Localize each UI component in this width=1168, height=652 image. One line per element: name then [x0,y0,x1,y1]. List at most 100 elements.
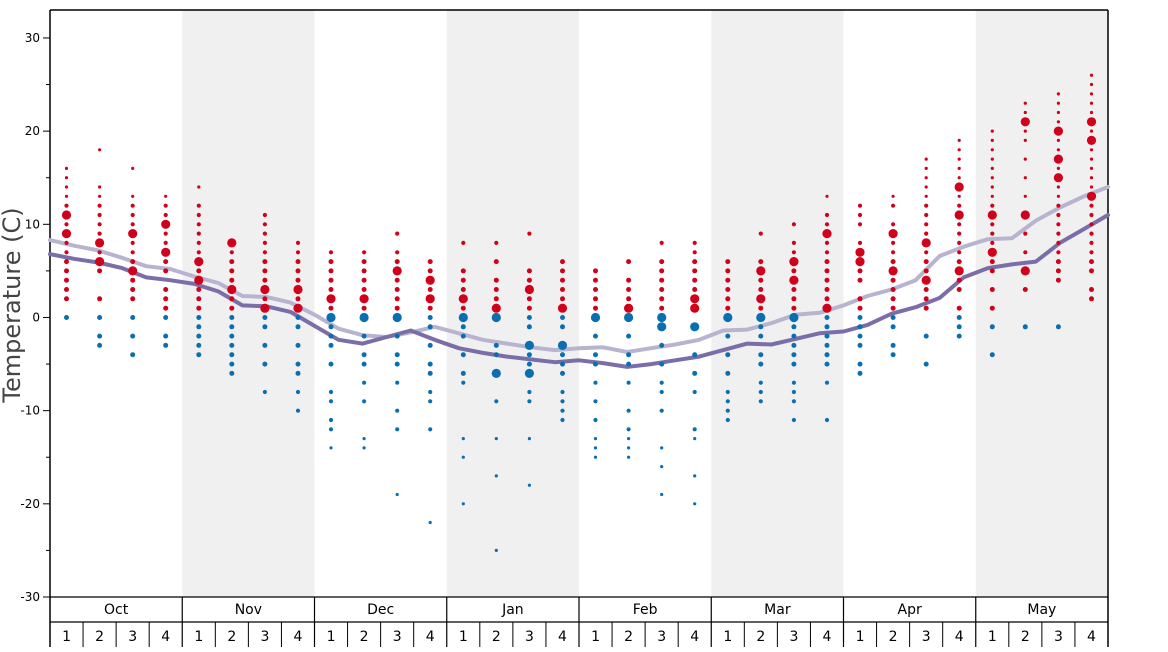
cold-dot [758,324,764,330]
warm-dot [1056,138,1060,142]
cold-dot [824,417,830,423]
warm-dot [857,240,863,245]
cold-dot [527,399,532,404]
warm-dot [460,305,466,311]
warm-dot [196,212,201,218]
warm-dot [1053,126,1063,136]
cold-dot [657,312,667,323]
cold-dot [758,399,763,404]
warm-dot [824,296,830,302]
month-band-may [975,10,1108,597]
warm-dot [789,275,799,285]
warm-dot [394,277,400,283]
warm-dot [890,287,896,292]
warm-dot [163,305,169,311]
cold-dot [791,380,797,385]
warm-dot [460,287,466,292]
cold-dot [626,408,631,413]
warm-dot [924,166,928,170]
warm-dot [427,268,433,274]
y-axis-label: Temperature (C) [0,207,26,403]
warm-dot [924,212,929,218]
warm-dot [262,222,267,227]
warm-dot [1056,185,1060,189]
cold-dot [524,340,535,350]
warm-dot [1089,82,1094,87]
warm-dot [163,296,169,302]
cold-dot [560,361,565,367]
warm-dot [957,138,961,142]
cold-dot [857,370,863,376]
cold-dot [989,352,995,358]
warm-dot [560,259,565,265]
cold-dot [494,437,498,441]
warm-dot [196,231,201,236]
cold-dot [824,324,830,330]
y-axis: -30 -20 -10 0 10 20 30 [20,9,1109,647]
warm-dot [163,240,168,245]
warm-dot [328,250,334,255]
cold-dot [329,446,333,450]
cold-dot [295,408,301,413]
cold-dot [428,399,433,404]
cold-dot [560,389,565,395]
warm-dot [1056,148,1060,152]
cold-dot [593,417,598,423]
month-label: Nov [235,602,262,618]
warm-dot [524,284,535,295]
cold-dot [857,342,863,348]
week-label: 1 [459,629,468,645]
warm-dot [924,185,928,189]
cold-dot [163,342,169,348]
warm-dot [824,287,830,292]
week-label: 2 [624,629,633,645]
cold-dot [956,324,962,330]
warm-dot [395,250,400,255]
cold-dot [791,361,797,367]
cold-dot [560,315,565,320]
warm-dot [923,305,929,311]
warm-dot [1089,110,1094,115]
warm-dot [328,277,334,283]
warm-dot [1056,92,1060,96]
cold-dot [458,312,468,323]
cold-dot [758,361,764,367]
warm-dot [923,287,929,292]
warm-dot [690,303,700,313]
cold-dot [328,342,334,348]
warm-dot [64,185,69,189]
warm-dot [64,268,69,274]
warm-dot [855,247,865,257]
warm-dot [64,250,69,255]
warm-dot [758,259,764,265]
warm-dot [98,148,102,152]
warm-dot [128,266,138,276]
warm-dot [626,287,632,292]
warm-dot [427,287,433,292]
warm-dot [921,275,931,285]
warm-dot [427,305,433,311]
warm-dot [989,268,995,274]
warm-dot [326,294,336,304]
warm-dot [956,305,962,311]
warm-dot [130,296,136,302]
warm-dot [1089,240,1094,245]
warm-dot [1086,191,1097,201]
warm-dot [857,305,863,311]
warm-dot [164,194,168,198]
month-label: Feb [633,602,658,618]
cold-dot [494,548,498,553]
warm-dot [822,303,832,313]
cold-dot [526,361,532,367]
cold-dot [494,399,499,404]
warm-dot [262,250,267,255]
warm-dot [1089,259,1094,265]
month-label: Dec [367,602,394,618]
warm-dot [990,203,995,208]
warm-dot [1053,154,1063,164]
week-label: 1 [856,629,865,645]
warm-dot [690,294,700,304]
cold-dot [560,324,565,330]
warm-dot [1089,222,1094,227]
